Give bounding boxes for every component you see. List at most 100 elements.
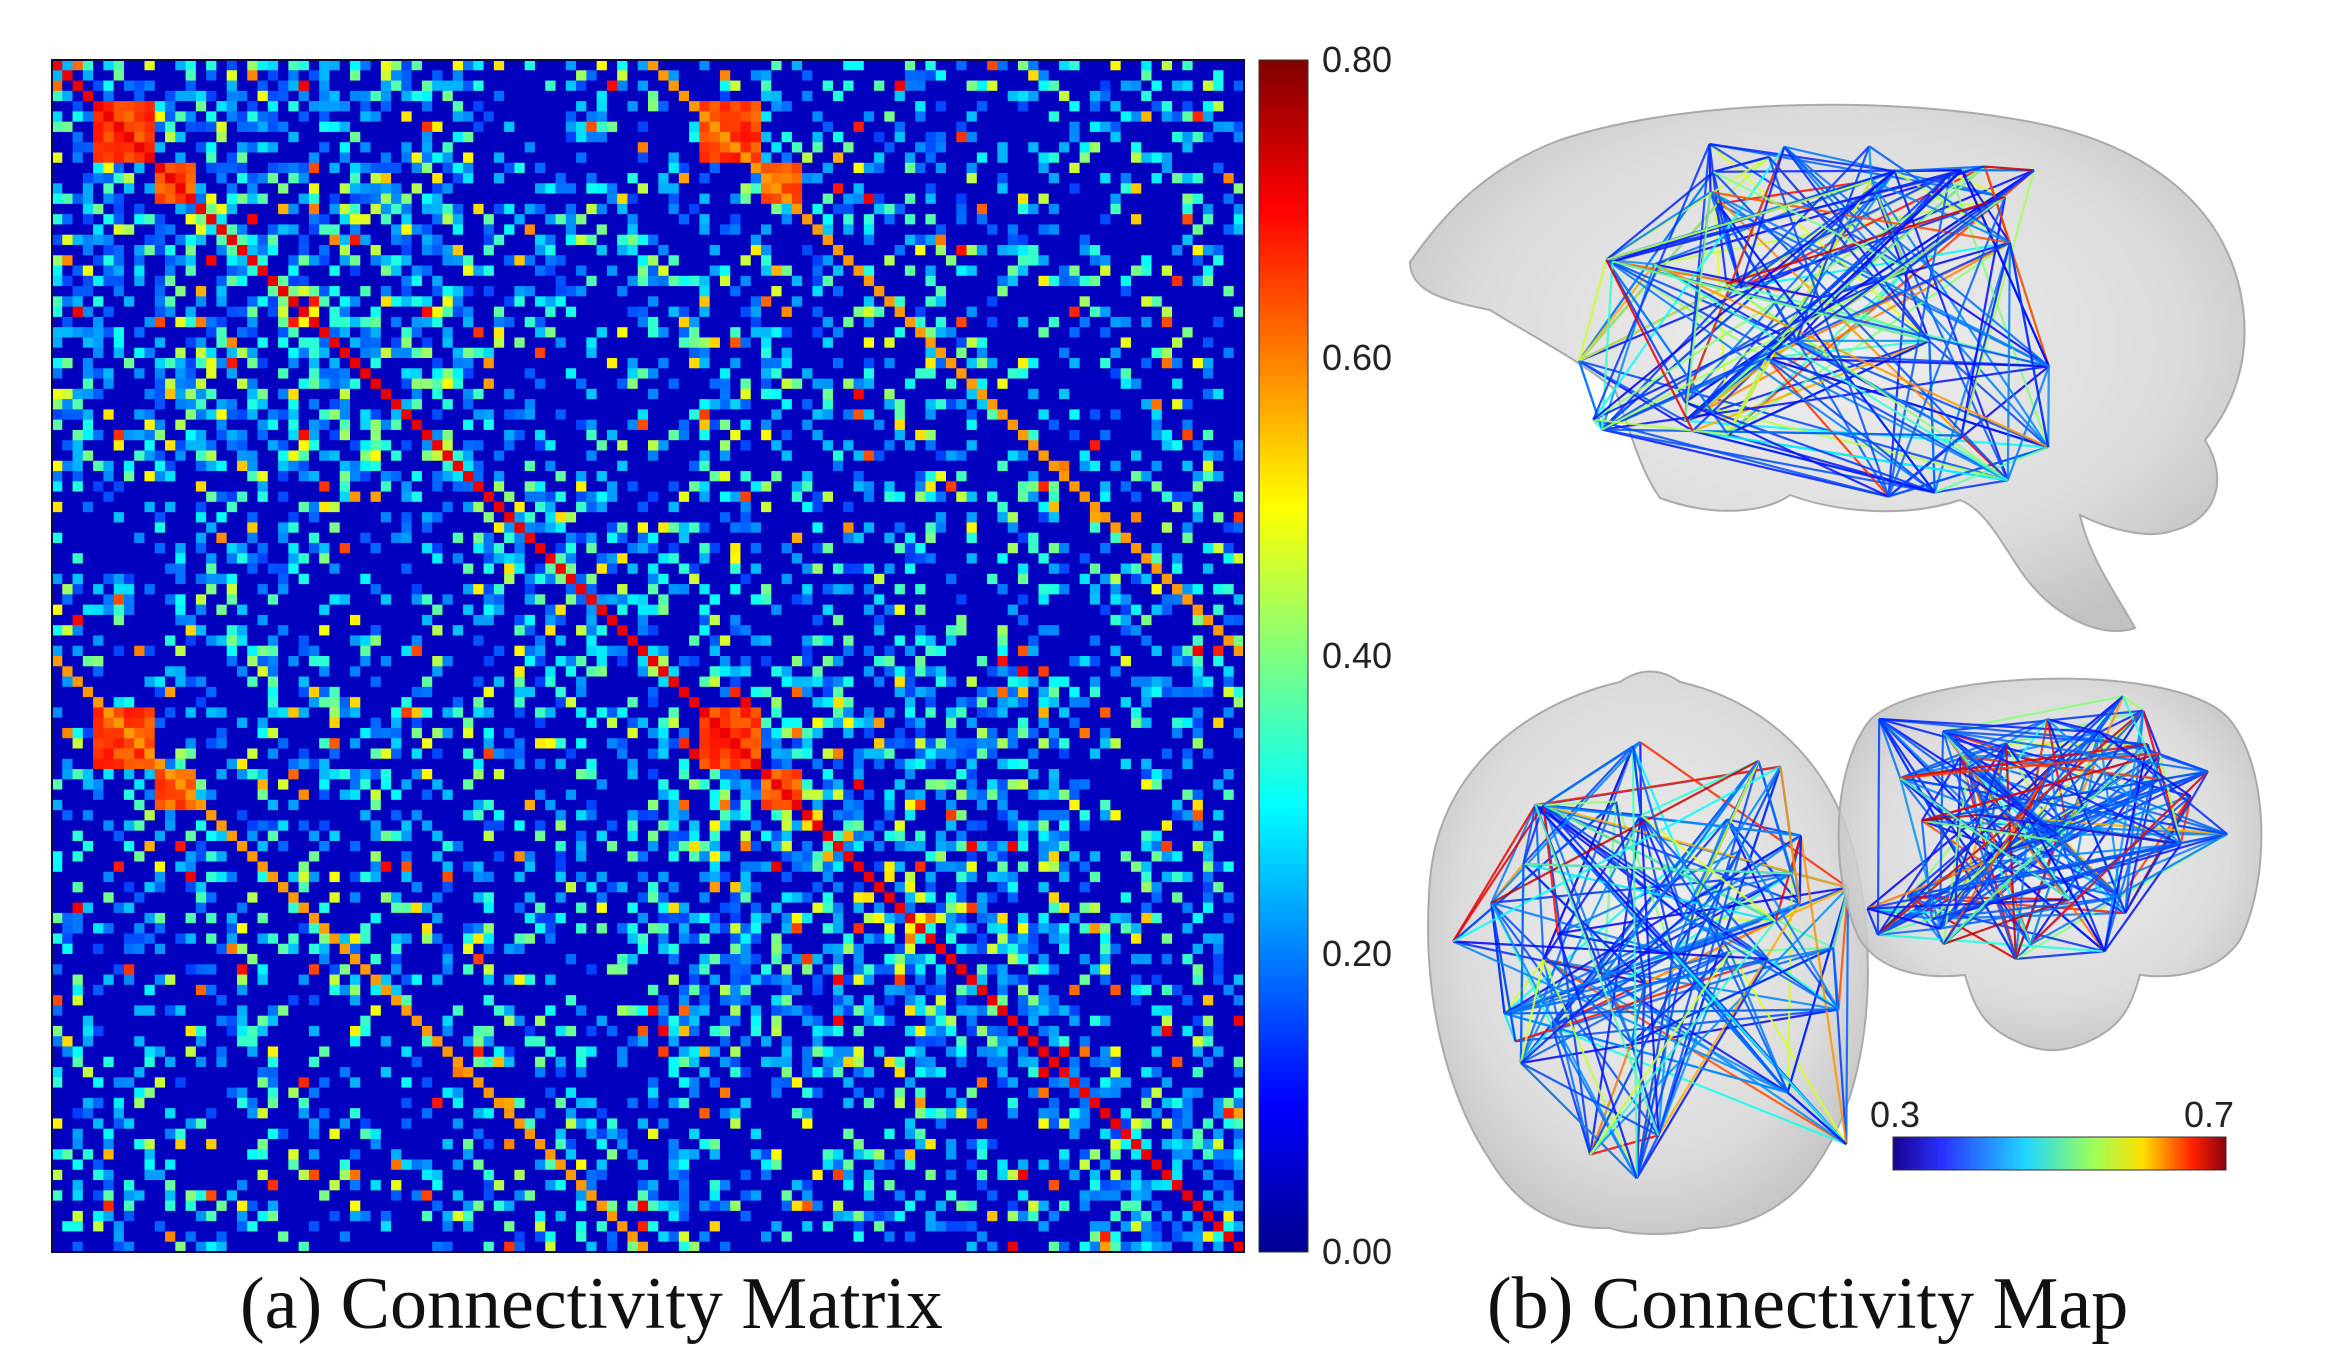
heatmap-cell: [463, 203, 474, 215]
heatmap-cell: [62, 316, 74, 328]
heatmap-cell: [1079, 244, 1091, 256]
heatmap-cell: [1017, 142, 1029, 154]
heatmap-cell: [370, 142, 382, 154]
heatmap-cell: [719, 296, 731, 308]
heatmap-cell: [802, 306, 814, 318]
heatmap-cell: [1130, 80, 1142, 92]
heatmap-cell: [185, 327, 197, 339]
heatmap-cell: [134, 481, 146, 493]
heatmap-cell: [802, 440, 814, 452]
heatmap-cell: [832, 327, 844, 339]
heatmap-cell: [175, 388, 187, 400]
heatmap-cell: [606, 419, 618, 431]
heatmap-cell: [103, 214, 115, 226]
heatmap-cell: [606, 90, 618, 102]
heatmap-cell: [236, 316, 248, 328]
heatmap-cell: [463, 481, 474, 493]
heatmap-cell: [761, 450, 772, 462]
heatmap-cell: [370, 409, 382, 421]
heatmap-cell: [668, 481, 680, 493]
heatmap-cell: [1038, 244, 1050, 256]
heatmap-cell: [298, 101, 310, 112]
heatmap-cell: [1028, 337, 1040, 349]
heatmap-cell: [966, 409, 978, 421]
heatmap-cell: [483, 460, 495, 472]
heatmap-cell: [247, 450, 259, 462]
heatmap-cell: [750, 90, 762, 102]
heatmap-cell: [1069, 193, 1081, 205]
heatmap-cell: [175, 255, 187, 267]
heatmap-cell: [350, 214, 361, 226]
heatmap-cell: [1172, 60, 1183, 71]
heatmap-cell: [236, 275, 248, 287]
heatmap-cell: [113, 131, 125, 143]
heatmap-cell: [278, 121, 289, 133]
heatmap-cell: [1151, 152, 1163, 164]
heatmap-cell: [761, 388, 772, 400]
heatmap-cell: [1151, 265, 1163, 277]
heatmap-cell: [904, 162, 916, 174]
heatmap-cell: [1038, 101, 1050, 112]
heatmap-cell: [987, 471, 998, 482]
heatmap-cell: [298, 265, 310, 277]
heatmap-cell: [925, 296, 937, 308]
heatmap-cell: [52, 183, 63, 195]
heatmap-cell: [298, 152, 310, 164]
heatmap-cell: [308, 214, 320, 226]
heatmap-cell: [52, 399, 63, 410]
heatmap-cell: [596, 162, 608, 174]
heatmap-cell: [216, 327, 228, 339]
heatmap-cell: [576, 111, 587, 123]
heatmap-cell: [668, 162, 680, 174]
heatmap-cell: [832, 337, 844, 349]
heatmap-cell: [545, 471, 557, 482]
heatmap-cell: [52, 409, 63, 421]
heatmap-cell: [206, 101, 218, 112]
heatmap-cell: [586, 265, 598, 277]
heatmap-cell: [473, 337, 485, 349]
heatmap-cell: [565, 296, 577, 308]
heatmap-cell: [966, 162, 978, 174]
heatmap-cell: [1223, 286, 1235, 297]
heatmap-cell: [1100, 327, 1112, 339]
heatmap-cell: [1059, 450, 1070, 462]
heatmap-cell: [997, 101, 1009, 112]
heatmap-cell: [791, 471, 803, 482]
heatmap-cell: [730, 409, 742, 421]
heatmap-cell: [175, 80, 187, 92]
heatmap-cell: [524, 203, 536, 215]
heatmap-cell: [637, 388, 649, 400]
heatmap-cell: [740, 80, 752, 92]
heatmap-cell: [360, 255, 372, 267]
heatmap-cell: [298, 399, 310, 410]
heatmap-cell: [1223, 162, 1235, 174]
heatmap-cell: [832, 121, 844, 133]
heatmap-cell: [319, 131, 331, 143]
heatmap-cell: [987, 399, 998, 410]
heatmap-cell: [1202, 327, 1214, 339]
heatmap-cell: [380, 111, 392, 123]
heatmap-cell: [925, 491, 937, 503]
heatmap-cell: [226, 460, 238, 472]
heatmap-cell: [1151, 203, 1163, 215]
heatmap-cell: [976, 471, 988, 482]
heatmap-cell: [113, 460, 125, 472]
heatmap-cell: [822, 399, 834, 410]
heatmap-cell: [976, 337, 988, 349]
heatmap-cell: [1192, 316, 1204, 328]
heatmap-cell: [812, 275, 824, 287]
heatmap-cell: [236, 481, 248, 493]
heatmap-cell: [1048, 224, 1060, 236]
heatmap-cell: [1182, 440, 1194, 452]
heatmap-cell: [1120, 70, 1132, 82]
heatmap-cell: [987, 193, 998, 205]
heatmap-cell: [863, 60, 875, 71]
heatmap-cell: [226, 121, 238, 133]
heatmap-cell: [822, 162, 834, 174]
heatmap-cell: [1038, 286, 1050, 297]
heatmap-cell: [144, 131, 156, 143]
heatmap-cell: [52, 275, 63, 287]
heatmap-cell: [1100, 203, 1112, 215]
heatmap-cell: [935, 347, 947, 359]
heatmap-cell: [750, 450, 762, 462]
